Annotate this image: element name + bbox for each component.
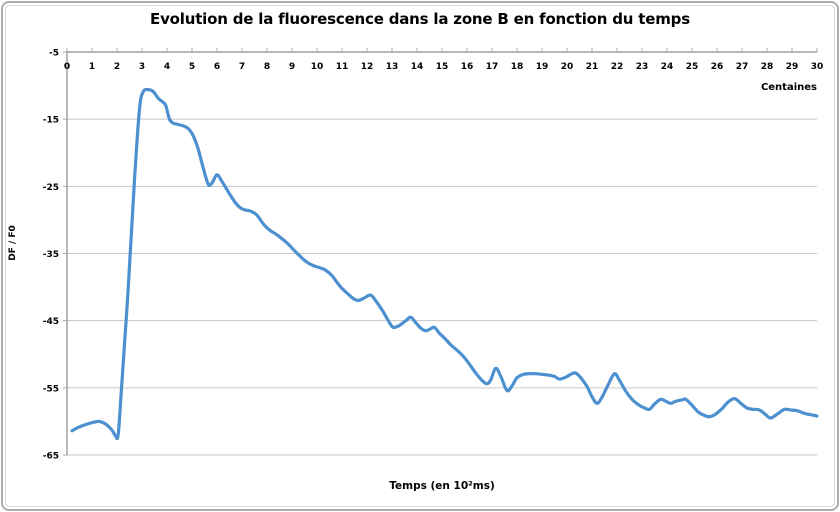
- x-tick-label: 13: [386, 62, 399, 72]
- x-tick-label: 5: [189, 62, 195, 72]
- x-axis-unit-label: Centaines: [760, 82, 817, 93]
- x-tick-label: 11: [336, 62, 349, 72]
- x-axis-title: Temps (en 10²ms): [389, 480, 495, 492]
- x-tick-label: 30: [811, 62, 824, 72]
- y-tick-label: -25: [43, 183, 59, 193]
- x-tick-label: 3: [139, 62, 145, 72]
- y-tick-label: -15: [43, 116, 59, 126]
- x-tick-label: 12: [361, 62, 374, 72]
- x-tick-label: 14: [411, 62, 424, 72]
- y-tick-label: -55: [43, 384, 59, 394]
- x-tick-label: 2: [114, 62, 120, 72]
- x-tick-label: 8: [264, 62, 270, 72]
- x-tick-label: 29: [786, 62, 799, 72]
- x-tick-label: 23: [636, 62, 649, 72]
- y-tick-label: -45: [43, 317, 59, 327]
- x-tick-label: 28: [761, 62, 774, 72]
- x-tick-label: 1: [89, 62, 95, 72]
- x-tick-label: 25: [686, 62, 699, 72]
- x-tick-label: 9: [289, 62, 295, 72]
- series-line-fluorescence-zone-B: [70, 87, 819, 441]
- x-tick-label: 26: [711, 62, 724, 72]
- x-tick-label: 21: [586, 62, 599, 72]
- x-tick-label: 27: [736, 62, 749, 72]
- x-tick-label: 24: [661, 62, 674, 72]
- y-tick-label: -65: [43, 452, 59, 462]
- x-tick-label: 7: [239, 62, 245, 72]
- y-tick-label: -5: [49, 49, 59, 59]
- x-tick-label: 10: [311, 62, 324, 72]
- x-tick-label: 17: [486, 62, 499, 72]
- x-tick-label: 19: [536, 62, 549, 72]
- x-tick-label: 16: [461, 62, 474, 72]
- x-tick-label: 0: [64, 62, 70, 72]
- y-axis-title: DF / F0: [8, 225, 18, 261]
- x-tick-label: 6: [214, 62, 220, 72]
- x-tick-label: 18: [511, 62, 524, 72]
- x-tick-label: 4: [164, 62, 170, 72]
- chart-title: Evolution de la fluorescence dans la zon…: [150, 10, 690, 28]
- x-tick-label: 22: [611, 62, 624, 72]
- x-tick-label: 20: [561, 62, 574, 72]
- x-tick-label: 15: [436, 62, 449, 72]
- y-tick-label: -35: [43, 250, 59, 260]
